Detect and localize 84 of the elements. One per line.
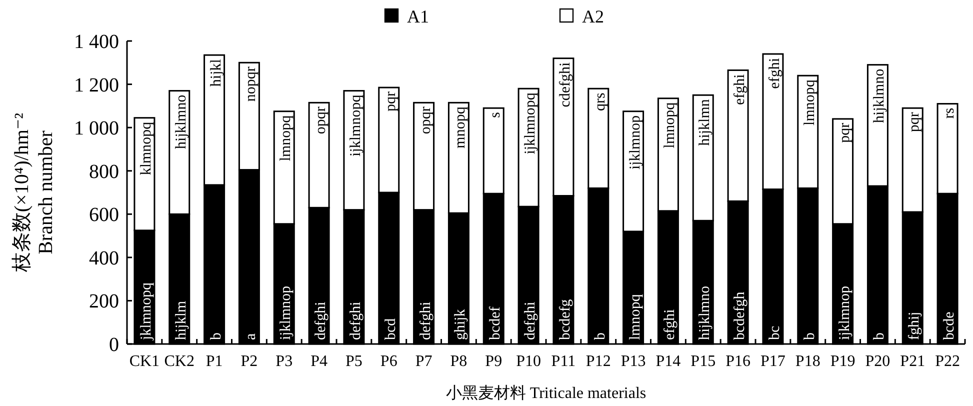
legend-label: A1 — [407, 6, 429, 26]
data-label: bc — [766, 326, 783, 340]
data-label: efghi — [766, 58, 783, 89]
x-tick-label: P10 — [516, 353, 541, 370]
x-tick-label: P9 — [485, 353, 502, 370]
data-label: bcdefgh — [732, 291, 748, 340]
data-label: ijklmnopq — [522, 92, 539, 154]
x-tick-label: P18 — [795, 353, 820, 370]
y-tick-label: 1 000 — [74, 118, 119, 140]
legend-label: A2 — [582, 6, 604, 26]
data-label: hijklmno — [173, 94, 190, 149]
data-label: efghi — [732, 74, 748, 106]
data-label: pqr — [906, 112, 923, 132]
data-label: cdefghi — [557, 62, 574, 108]
x-tick-label: P14 — [656, 353, 681, 370]
data-label: defghi — [348, 302, 364, 340]
data-label: bcdef — [488, 306, 504, 340]
data-label: ijklmnop — [836, 286, 853, 340]
x-tick-label: CK2 — [164, 353, 194, 370]
x-tick-label: P17 — [760, 353, 786, 370]
y-tick-label: 200 — [89, 290, 119, 313]
data-label: efghi — [662, 309, 678, 340]
y-tick-label: 1 400 — [74, 31, 119, 53]
data-label: ijklmnop — [278, 286, 294, 340]
data-label: b — [592, 332, 608, 340]
data-label: b — [872, 332, 888, 340]
x-tick-label: P13 — [620, 353, 646, 370]
data-label: ghijk — [452, 308, 469, 340]
x-tick-label: P12 — [586, 353, 611, 370]
data-label: defghi — [522, 302, 539, 340]
x-tick-label: P2 — [240, 353, 258, 370]
y-axis-title: 枝条数(×10⁴)/hm⁻² Branch number — [11, 112, 57, 274]
y-tick-label: 0 — [109, 334, 119, 356]
data-label: lmnopq — [278, 114, 294, 162]
x-tick-label: P7 — [415, 353, 432, 370]
data-label: hijklm — [173, 300, 190, 340]
data-label: nopqr — [243, 66, 260, 102]
y-tick-label: 800 — [89, 160, 119, 183]
x-tick-label: P22 — [935, 353, 960, 370]
data-label: hijklmno — [697, 286, 714, 340]
data-label: bcd — [382, 318, 399, 340]
data-label: hijklmno — [872, 68, 888, 123]
data-label: hijkl — [208, 59, 224, 87]
data-label: opqr — [313, 106, 330, 134]
y-tick-label: 600 — [89, 204, 119, 226]
data-label: lmnopq — [662, 102, 678, 148]
data-label: klmnopq — [138, 121, 154, 176]
x-tick-label: P3 — [276, 353, 293, 370]
data-label: lmnopq — [802, 79, 818, 126]
x-axis-title: 小黑麦材料 Triticale materials — [446, 384, 646, 402]
x-tick-label: P6 — [380, 353, 398, 370]
x-tick-label: CK1 — [129, 353, 160, 370]
data-label: pqr — [836, 122, 853, 143]
data-label: hijklmn — [697, 98, 714, 146]
data-label: b — [208, 332, 224, 340]
data-label: pqr — [382, 92, 399, 112]
data-label: bcdefg — [557, 298, 574, 340]
data-label: bcde — [942, 311, 958, 340]
data-label: lmnopq — [627, 294, 644, 340]
x-tick-label: P21 — [900, 353, 926, 370]
x-tick-label: P20 — [865, 353, 890, 370]
data-label: jklmnopq — [138, 282, 154, 341]
data-label: mnopq — [452, 106, 469, 148]
data-label: a — [243, 333, 260, 340]
data-label: s — [488, 112, 504, 118]
x-tick-label: P4 — [310, 353, 328, 370]
data-label: ijklmnopq — [348, 94, 364, 156]
data-label: ijklmnop — [627, 115, 644, 170]
data-label: defghi — [418, 302, 434, 340]
data-label: qrs — [592, 92, 608, 111]
data-label: fghij — [906, 312, 923, 340]
y-tick-label: 400 — [89, 247, 119, 270]
x-tick-label: P19 — [830, 353, 856, 370]
data-label: rs — [942, 108, 958, 119]
x-tick-label: P8 — [450, 353, 468, 370]
x-tick-label: P5 — [346, 353, 362, 370]
data-label: defghi — [313, 302, 330, 340]
x-tick-label: P16 — [726, 353, 750, 370]
data-label: b — [802, 332, 818, 340]
x-tick-label: P11 — [551, 353, 576, 370]
x-tick-label: P15 — [690, 353, 716, 370]
y-tick-label: 1 200 — [74, 74, 119, 96]
x-tick-label: P1 — [206, 353, 223, 370]
data-label: opqr — [418, 106, 434, 134]
